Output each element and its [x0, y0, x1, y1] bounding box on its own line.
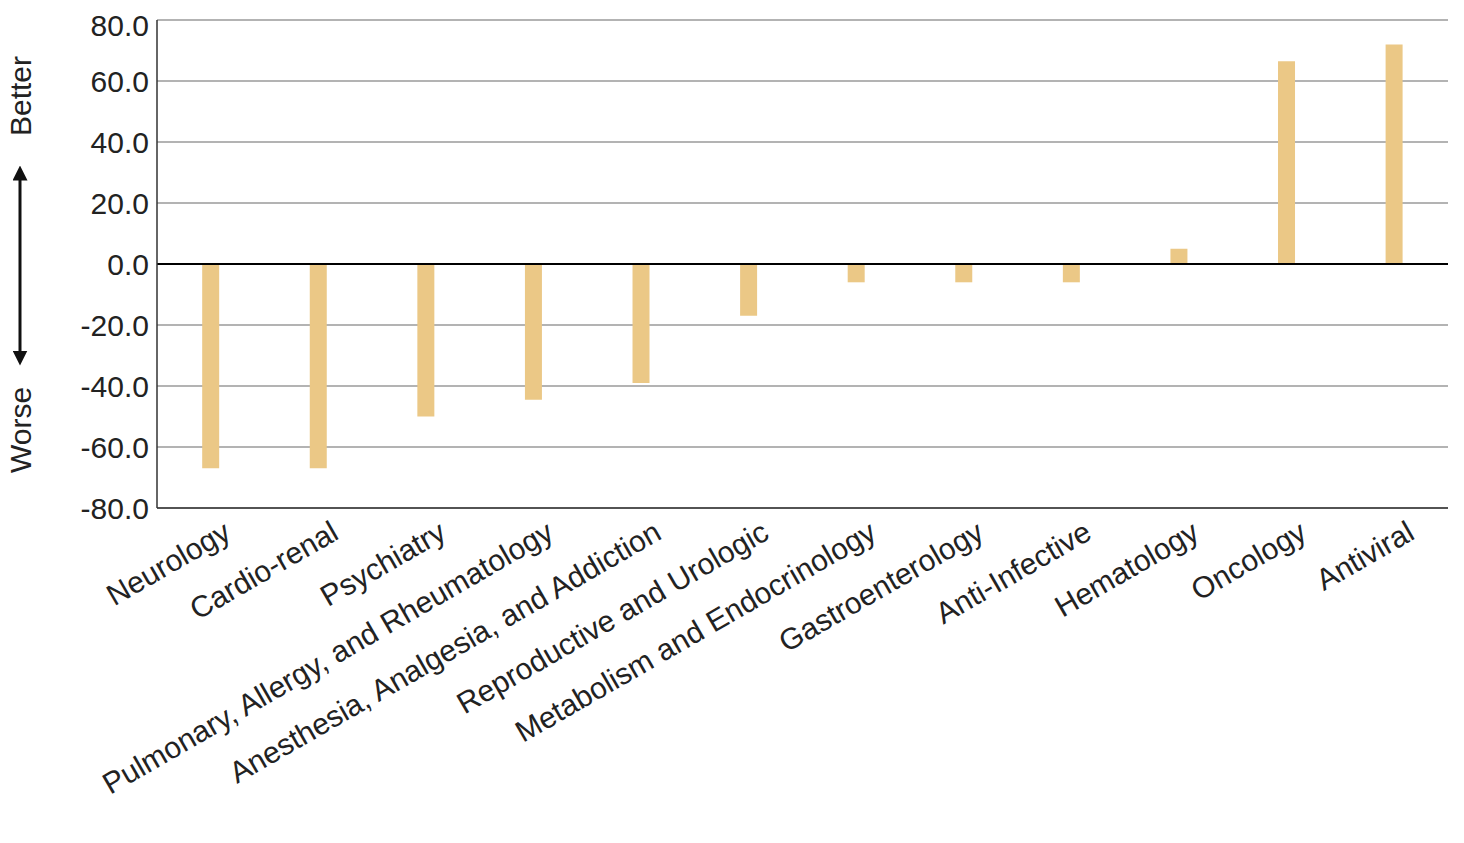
svg-text:Better: Better [8, 56, 37, 136]
svg-text:Hematology: Hematology [1049, 515, 1204, 624]
svg-text:-60.0: -60.0 [81, 431, 149, 464]
svg-text:-80.0: -80.0 [81, 492, 149, 525]
svg-text:Anesthesia, Analgesia, and Add: Anesthesia, Analgesia, and Addiction [224, 515, 667, 790]
svg-text:Pulmonary, Allergy, and Rheuma: Pulmonary, Allergy, and Rheumatology [97, 515, 559, 801]
svg-text:-40.0: -40.0 [81, 370, 149, 403]
svg-text:Oncology: Oncology [1185, 515, 1311, 607]
svg-text:Metabolism and Endocrinology: Metabolism and Endocrinology [509, 514, 882, 749]
svg-text:Worse: Worse [8, 387, 37, 473]
svg-text:Antiviral: Antiviral [1310, 515, 1419, 597]
svg-text:60.0: 60.0 [91, 65, 149, 98]
svg-text:-20.0: -20.0 [81, 309, 149, 342]
svg-text:Anti-Infective: Anti-Infective [929, 514, 1097, 630]
svg-text:Gastroenterology: Gastroenterology [773, 514, 989, 659]
svg-text:40.0: 40.0 [91, 126, 149, 159]
svg-text:20.0: 20.0 [91, 187, 149, 220]
svg-text:Cardio-renal: Cardio-renal [184, 515, 343, 626]
svg-text:Reproductive and Urologic: Reproductive and Urologic [451, 514, 774, 720]
svg-text:80.0: 80.0 [91, 9, 149, 42]
svg-text:0.0: 0.0 [107, 248, 149, 281]
svg-text:Psychiatry: Psychiatry [314, 514, 451, 613]
svg-text:Neurology: Neurology [100, 514, 236, 612]
